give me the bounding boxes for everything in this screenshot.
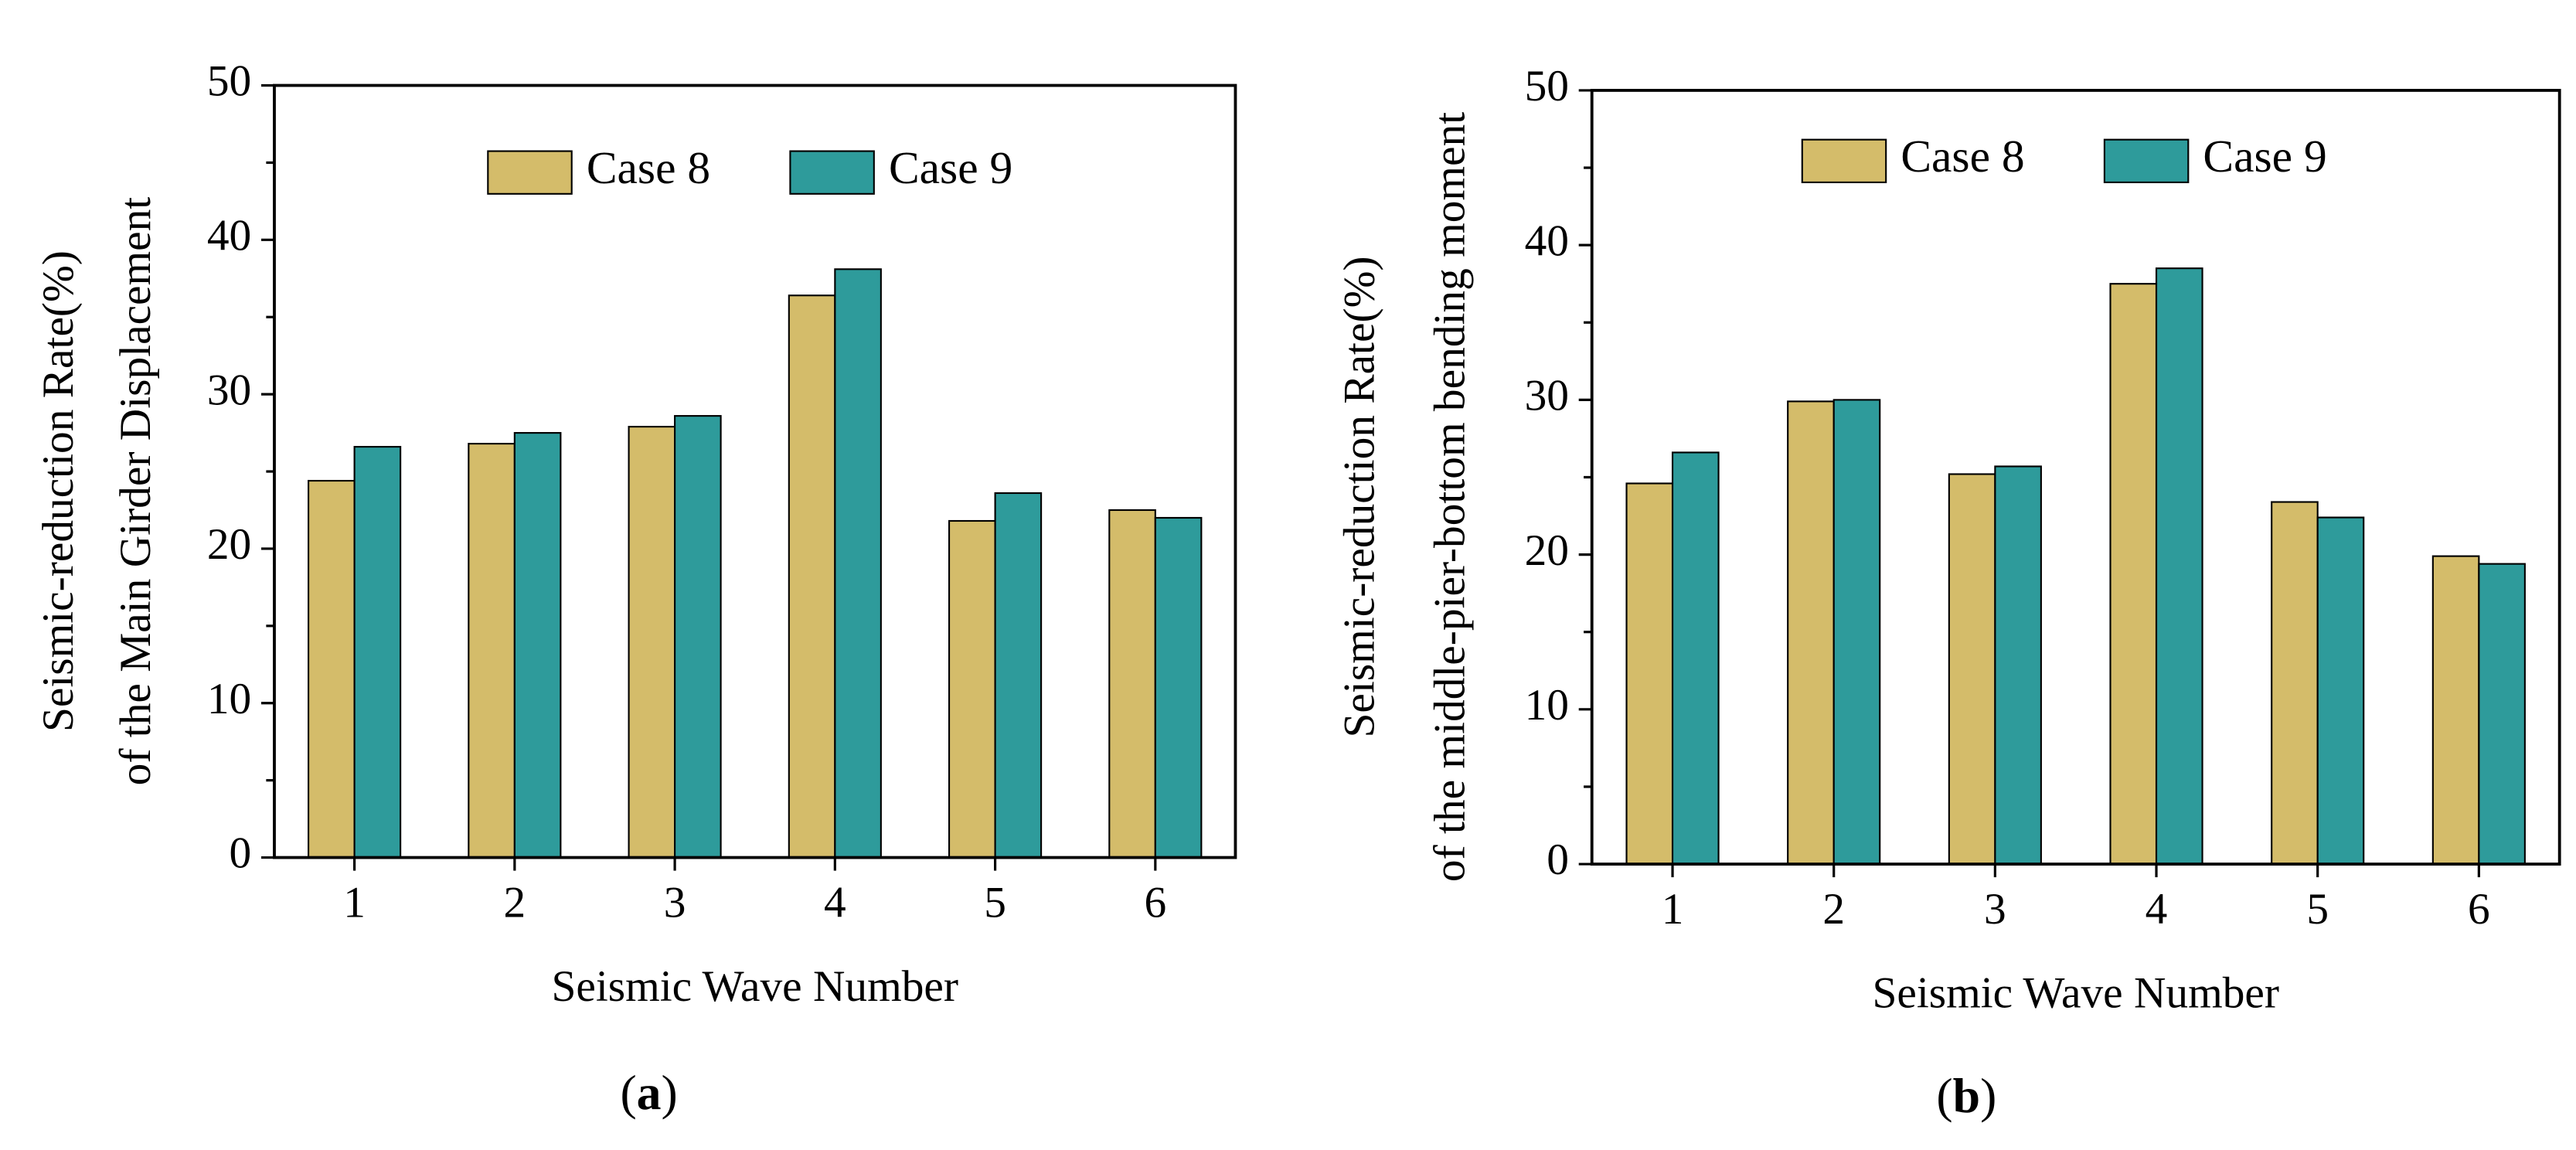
caption-part: ( (1936, 1068, 1952, 1123)
y-axis-label: Seismic-reduction Rate(%) (1335, 257, 1383, 738)
bar (994, 492, 1043, 859)
x-tick-label: 6 (1144, 879, 1166, 927)
y-axis-label: Seismic-reduction Rate(%) (34, 250, 83, 732)
y-tick-label: 0 (1547, 835, 1569, 884)
bar (2316, 516, 2365, 866)
y-tick-label: 30 (207, 366, 251, 414)
y-tick-label: 40 (1525, 216, 1569, 265)
bar (2155, 267, 2203, 866)
legend-swatch (487, 150, 573, 195)
bar (2478, 563, 2526, 866)
x-tick-label: 5 (2306, 885, 2329, 934)
bar (2109, 283, 2158, 866)
x-tick-label: 5 (984, 879, 1006, 927)
y-tick-label: 20 (1525, 526, 1569, 575)
caption-part: ) (1980, 1068, 1996, 1123)
caption: (a) (620, 1065, 677, 1120)
caption-part: ( (620, 1065, 636, 1120)
legend-swatch (2103, 138, 2190, 184)
legend-label: Case 9 (889, 142, 1012, 193)
bar (513, 432, 562, 859)
legend-label: Case 8 (1901, 131, 2024, 182)
y-tick-label: 30 (1525, 372, 1569, 420)
bar (674, 415, 722, 859)
bar (468, 443, 516, 859)
bar (308, 479, 356, 859)
x-tick-label: 6 (2468, 885, 2490, 934)
y-tick-label: 20 (207, 520, 251, 569)
bar (353, 446, 402, 859)
bar (1108, 509, 1156, 859)
bar (788, 294, 836, 859)
plot-frame (273, 83, 1237, 859)
legend-label: Case 8 (587, 142, 710, 193)
bar (628, 426, 676, 859)
bar (1625, 482, 1674, 866)
bar (1154, 516, 1203, 859)
caption-part: ) (662, 1065, 678, 1120)
bar (1787, 400, 1835, 866)
x-axis-label: Seismic Wave Number (551, 962, 958, 1011)
legend-swatch (1801, 138, 1887, 184)
x-tick-label: 4 (2146, 885, 2168, 934)
x-tick-label: 4 (824, 879, 846, 927)
legend-swatch (789, 150, 875, 195)
y-axis-label: of the middle-pier-bottom bending moment (1425, 112, 1474, 882)
bar (1671, 451, 1720, 866)
plot-frame (1590, 88, 2561, 866)
bar (948, 519, 996, 859)
x-tick-label: 3 (1984, 885, 2006, 934)
y-tick-label: 10 (1525, 681, 1569, 730)
x-tick-label: 3 (664, 879, 686, 927)
y-tick-label: 50 (207, 57, 251, 106)
caption: (b) (1936, 1068, 1996, 1123)
x-axis-label: Seismic Wave Number (1872, 968, 2279, 1017)
x-tick-label: 2 (1822, 885, 1845, 934)
x-tick-label: 1 (343, 879, 366, 927)
bar (834, 268, 882, 859)
bar (1994, 465, 2042, 866)
bar (1948, 473, 1996, 866)
bar (2431, 555, 2480, 866)
bar (2271, 501, 2319, 866)
caption-part: a (637, 1065, 662, 1120)
y-axis-label: of the Main Girder Displacement (111, 197, 160, 786)
y-tick-label: 40 (207, 212, 251, 260)
y-tick-label: 0 (230, 829, 252, 878)
bar (1832, 399, 1881, 866)
y-tick-label: 50 (1525, 62, 1569, 111)
caption-part: b (1953, 1068, 1980, 1123)
legend-label: Case 9 (2203, 131, 2326, 182)
y-tick-label: 10 (207, 675, 251, 723)
x-tick-label: 1 (1662, 885, 1684, 934)
x-tick-label: 2 (504, 879, 526, 927)
